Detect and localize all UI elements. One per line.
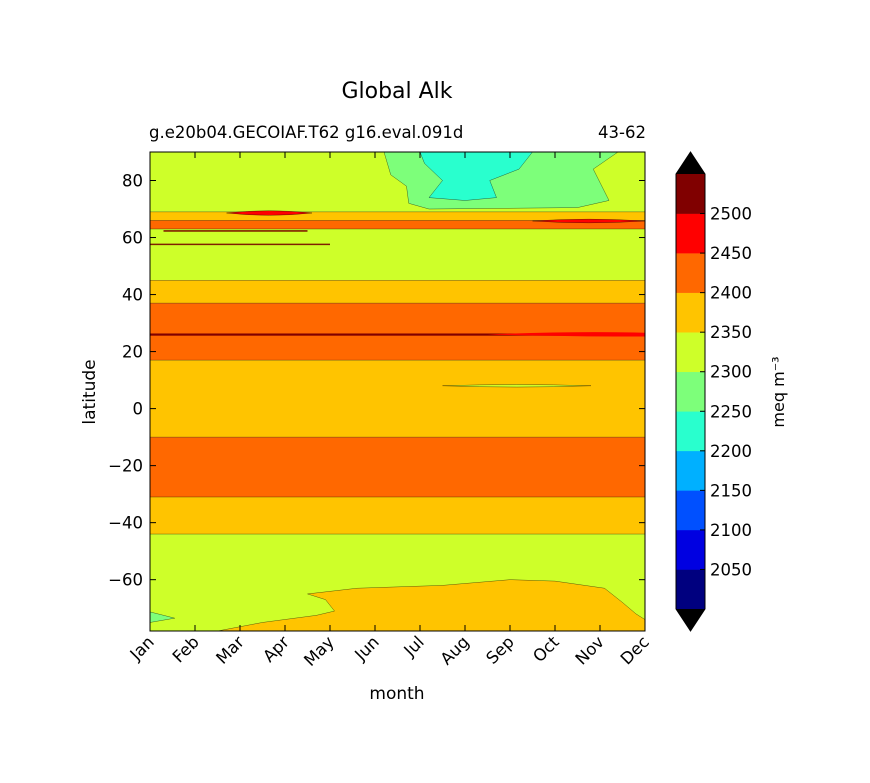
high-alk-wedge: [487, 332, 645, 337]
chart-subtitle-right: 43-62: [598, 123, 646, 142]
x-tick-label: Oct: [529, 632, 563, 666]
y-tick-label: 60: [122, 229, 143, 248]
colorbar-tick-label: 2200: [710, 442, 752, 461]
colorbar-segment: [676, 569, 705, 610]
colorbar-tick-label: 2250: [710, 402, 752, 421]
x-tick-label: Jan: [126, 632, 158, 664]
colorbar-over-arrow: [676, 152, 705, 174]
colorbar-segment: [676, 411, 705, 452]
colorbar-segment: [676, 529, 705, 570]
contour-band: [150, 280, 645, 304]
colorbar-label: meq m⁻³: [769, 356, 788, 427]
colorbar-tick-label: 2400: [710, 284, 752, 303]
plot-frame: [149, 151, 646, 632]
colorbar-segment: [676, 253, 705, 293]
y-axis-label: latitude: [80, 359, 100, 424]
equatorial-sliver: [442, 384, 592, 388]
colorbar-segment: [676, 371, 705, 412]
contour-band: [150, 211, 645, 221]
chart-subtitle-left: g.e20b04.GECOIAF.T62 g16.eval.091d: [149, 123, 463, 142]
high-alk-streak: [532, 218, 645, 224]
colorbar-tick-label: 2150: [710, 481, 752, 500]
x-tick-label: Sep: [482, 632, 517, 667]
x-tick-label: Jul: [400, 632, 428, 660]
y-tick-label: 40: [122, 286, 143, 305]
colorbar-segment: [676, 490, 705, 531]
x-tick-label: May: [300, 632, 338, 670]
y-tick-label: −60: [108, 571, 143, 590]
contour-band: [150, 360, 645, 438]
southern-ocean-patch: [217, 579, 645, 631]
contour-band: [150, 303, 645, 361]
colorbar-tick-label: 2450: [710, 244, 752, 263]
high-alk-streak: [226, 210, 313, 216]
low-alk-spot: [150, 611, 175, 623]
y-tick-label: −40: [108, 514, 143, 533]
colorbar-tick-label: 2050: [710, 560, 752, 579]
contour-band: [150, 437, 645, 497]
thin-high-alk-line: [150, 333, 645, 336]
x-tick-label: Dec: [617, 632, 653, 668]
x-axis-label: month: [369, 684, 424, 704]
chart-title: Global Alk: [341, 79, 452, 104]
x-tick-label: Feb: [169, 632, 203, 666]
colorbar-tick-label: 2500: [710, 205, 752, 224]
colorbar-segment: [676, 332, 705, 373]
colorbar-tick-label: 2300: [710, 363, 752, 382]
colorbar-segment: [676, 174, 705, 214]
contour-band: [150, 228, 645, 281]
colorbar-segment: [676, 213, 705, 254]
x-tick-label: Apr: [259, 632, 293, 666]
colorbar-segment: [676, 450, 705, 491]
y-tick-label: 80: [122, 172, 143, 191]
colorbar-under-arrow: [676, 609, 705, 631]
y-axis: 80 60 40 20 0 −20 −40 −60: [108, 172, 645, 590]
colorbar-tick-label: 2100: [710, 521, 752, 540]
colorbar: 2050 2100 2150 2200 2250 2300 2350 2400 2450 2500: [675, 151, 752, 632]
contour-band: [150, 220, 645, 229]
y-tick-label: 0: [133, 400, 144, 419]
x-tick-label: Mar: [212, 632, 248, 668]
x-tick-label: Jun: [350, 632, 382, 664]
y-tick-label: 20: [122, 343, 143, 362]
colorbar-tick-label: 2350: [710, 323, 752, 342]
arctic-core-region: [419, 152, 533, 201]
y-tick-label: −20: [108, 457, 143, 476]
contour-band: [150, 496, 645, 535]
colorbar-outline: [675, 151, 706, 632]
colorbar-segment: [676, 292, 705, 333]
x-tick-label: Nov: [572, 632, 608, 668]
x-tick-label: Aug: [437, 632, 473, 668]
contour-plot-area: [150, 152, 645, 631]
